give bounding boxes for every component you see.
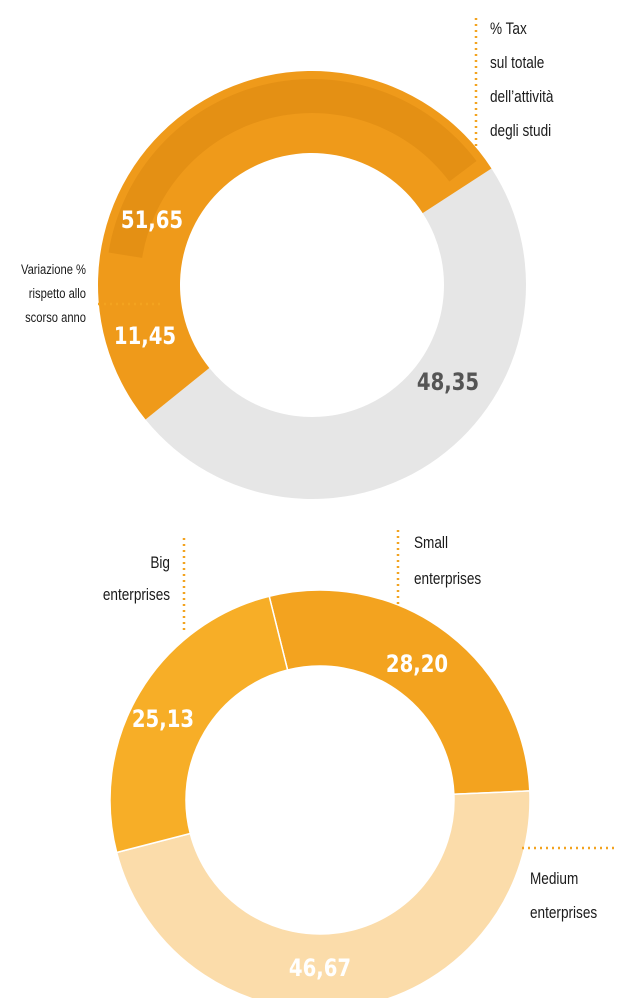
variation-label-line-2: rispetto allo bbox=[29, 286, 86, 301]
medium-label-line-2: enterprises bbox=[530, 904, 597, 923]
small-label-line-1: Small bbox=[414, 534, 448, 553]
donut-slice-tax bbox=[97, 70, 492, 420]
small-label-line-2: enterprises bbox=[414, 570, 481, 589]
variation-label-line-1: Variazione % bbox=[21, 262, 86, 277]
donut-enterprises: Big enterprises Small enterprises Medium… bbox=[103, 530, 618, 998]
value-label-small: 28,20 bbox=[386, 651, 448, 678]
donut-tax: % Tax sul totale dell’attività degli stu… bbox=[21, 18, 554, 499]
value-label-big: 25,13 bbox=[132, 706, 194, 733]
donut-slice-remainder bbox=[145, 168, 526, 499]
medium-label-line-1: Medium bbox=[530, 870, 578, 889]
tax-label-line-3: dell’attività bbox=[490, 88, 554, 107]
big-label-line-1: Big bbox=[150, 554, 170, 573]
value-label-remainder: 48,35 bbox=[417, 369, 479, 396]
tax-label-line-1: % Tax bbox=[490, 20, 527, 39]
value-label-medium: 46,67 bbox=[289, 955, 351, 982]
donut-slice-medium bbox=[115, 790, 531, 998]
tax-label-line-4: degli studi bbox=[490, 122, 551, 141]
donut-slice-small bbox=[268, 589, 531, 795]
big-label-line-2: enterprises bbox=[103, 586, 170, 605]
value-label-tax: 51,65 bbox=[121, 207, 183, 234]
value-label-variation: 11,45 bbox=[114, 323, 176, 350]
donut-highlight-variation bbox=[108, 79, 477, 258]
variation-label-line-3: scorso anno bbox=[25, 310, 86, 325]
donut-slice-big bbox=[109, 595, 289, 854]
tax-label-line-2: sul totale bbox=[490, 54, 544, 73]
